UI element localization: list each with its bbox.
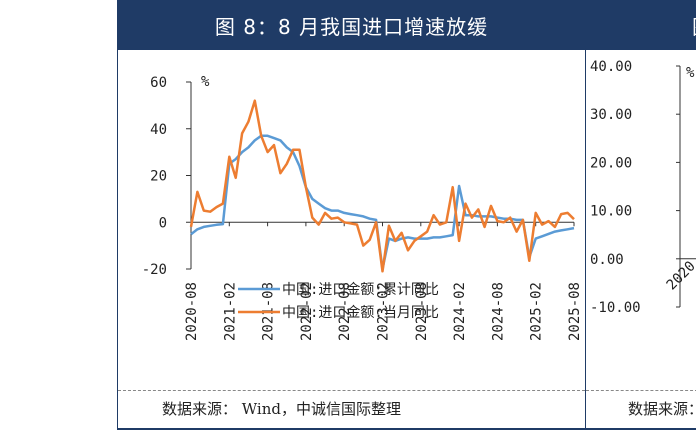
x-tick-label: 2021-02 [222, 282, 238, 340]
x-tick-label: 2025-02 [529, 282, 545, 340]
y-tick-label: -20 [142, 262, 167, 278]
right-source-divider [586, 390, 696, 391]
left-chart-panel: 图 8：8 月我国进口增速放缓 60 40 20 0 -20% 2020-08 2021-0… [117, 0, 586, 430]
x-tick-label: 2022-08 [337, 282, 353, 340]
x-tick-label: 2020-08 [184, 282, 200, 340]
right-chart-title: 图 [586, 0, 696, 50]
right-y-tick-label: 40.00 [590, 59, 632, 75]
right-y-tick-label: 0.00 [590, 252, 624, 268]
x-tick-label: 2023-08 [414, 282, 430, 340]
x-tick-label: 2024-08 [490, 282, 506, 340]
legend-label: 中国:进口金额:累计同比 [282, 282, 439, 298]
y-tick-label: 40 [150, 122, 167, 138]
y-tick-label: 0 [159, 215, 167, 231]
right-y-tick-label: 30.00 [590, 107, 632, 123]
data-source: 数据来源： Wind，中诚信国际整理 [162, 400, 401, 418]
x-tick-label: 2024-02 [452, 282, 468, 340]
import-growth-chart: 6040200-20%2020-082021-022021-082022-022… [142, 74, 583, 340]
right-y-tick-label: 10.00 [590, 204, 632, 220]
right-y-unit-label: % [686, 65, 695, 81]
y-unit-label: % [201, 74, 210, 90]
x-tick-label: 2025-08 [567, 282, 583, 340]
source-divider [118, 390, 585, 391]
right-y-tick-label: -10.00 [590, 300, 641, 316]
chart-title: 图 8：8 月我国进口增速放缓 [118, 0, 585, 50]
right-bottom-border [586, 428, 696, 430]
series-line-cumulative [190, 134, 575, 271]
x-tick-label: 2022-02 [299, 282, 315, 340]
x-tick-label: 2023-02 [376, 282, 392, 340]
right-data-source: 数据来源： [628, 400, 696, 418]
right-y-tick-label: 20.00 [590, 155, 632, 171]
legend-label: 中国:进口金额:当月同比 [282, 305, 439, 321]
y-tick-label: 20 [150, 169, 167, 185]
bottom-border [118, 428, 585, 430]
series-line-monthly [189, 99, 575, 273]
y-tick-label: 60 [150, 75, 167, 91]
